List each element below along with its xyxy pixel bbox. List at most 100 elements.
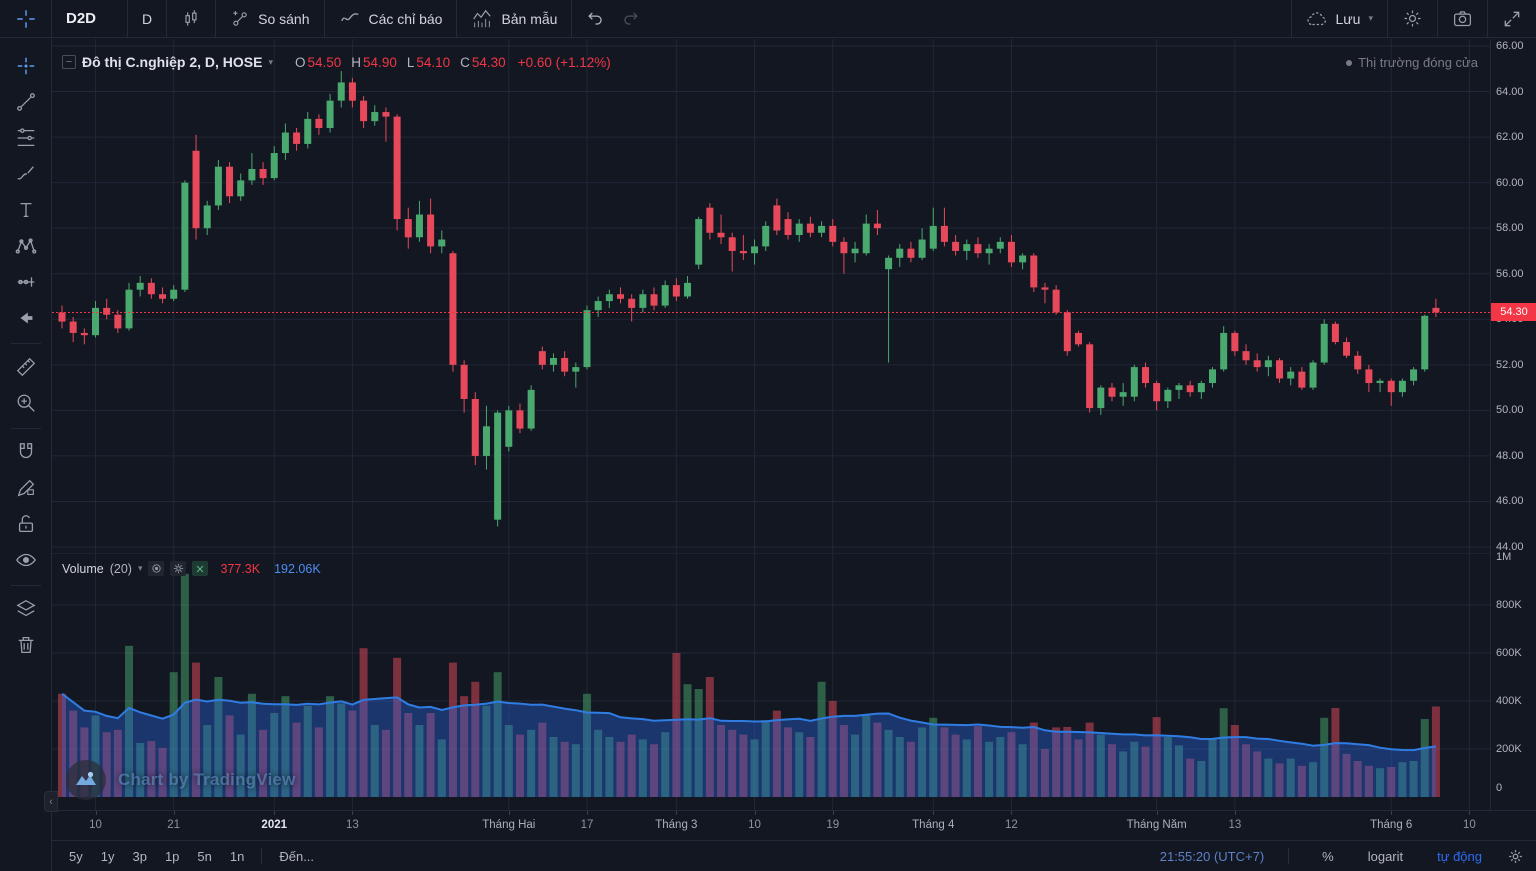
percent-scale-button[interactable]: % (1322, 848, 1334, 864)
volume-pane[interactable] (52, 553, 1490, 810)
fullscreen-button[interactable] (1487, 0, 1536, 37)
trash-button[interactable] (7, 628, 45, 662)
legend-chevron-icon[interactable]: ▾ (268, 56, 273, 67)
low-label: L (406, 54, 415, 70)
save-button[interactable]: Lưu ▾ (1290, 0, 1387, 37)
range-5y-button[interactable]: 5y (69, 848, 83, 864)
volume-label[interactable]: Volume (62, 561, 104, 576)
time-tick (508, 811, 510, 815)
layers-icon (15, 600, 36, 617)
templates-icon (471, 8, 493, 30)
volume-settings-button[interactable] (170, 561, 187, 576)
xabcd-pattern-button[interactable] (7, 229, 45, 263)
undo-button[interactable] (586, 9, 605, 28)
volume-delete-button[interactable] (192, 561, 209, 576)
volume-period: (20) (109, 561, 132, 576)
range-5n-button[interactable]: 5n (197, 848, 212, 864)
price-axis[interactable]: 66.0064.0062.0060.0058.0056.0054.0052.00… (1490, 39, 1536, 810)
price-axis-label: 50.00 (1496, 404, 1524, 417)
range-buttons: 5y 1y 3p 1p 5n 1n (52, 849, 253, 864)
trendline-icon (16, 93, 35, 111)
time-tick (1391, 811, 1393, 815)
open-label: O (294, 54, 306, 70)
time-tick (1469, 811, 1471, 815)
fib-lines-icon (17, 128, 34, 146)
undo-redo-group (572, 0, 654, 37)
price-axis-label: 46.00 (1496, 495, 1524, 508)
cloud-icon (1306, 8, 1328, 30)
redo-button[interactable] (621, 9, 640, 28)
price-axis-label: 52.00 (1496, 358, 1524, 371)
volume-hide-button[interactable] (148, 561, 165, 576)
crosshair-tool-icon (17, 57, 34, 75)
range-1n-button[interactable]: 1n (229, 848, 245, 864)
pane-collapse-button[interactable]: ‹ (44, 791, 58, 812)
time-tick (754, 811, 756, 815)
close-label: C (460, 54, 470, 70)
lock-button[interactable] (7, 507, 45, 541)
zoom-in-button[interactable] (7, 386, 45, 420)
interval-button[interactable]: D (128, 0, 168, 37)
auto-scale-button[interactable]: tự động (1437, 848, 1482, 864)
volume-legend: Volume (20) ▾ 377.3K 192.06K (62, 561, 321, 576)
crosshair-mode-button[interactable] (0, 0, 52, 37)
indicators-button[interactable]: Các chỉ báo (325, 0, 458, 37)
volume-axis-label: 1M (1496, 551, 1512, 563)
save-chevron-icon[interactable]: ▾ (1368, 13, 1373, 23)
settings-button[interactable] (1387, 0, 1437, 37)
divider (10, 343, 41, 344)
time-axis-label: 2021 (261, 819, 288, 831)
magnet-icon (19, 443, 32, 459)
time-tick (676, 811, 678, 815)
price-pane[interactable] (52, 39, 1490, 553)
time-tick (95, 811, 97, 815)
bottom-right-group: 21:55:20 (UTC+7) % logarit tự động (1160, 848, 1536, 865)
volume-axis-label: 400K (1496, 695, 1522, 707)
back-arrow-button[interactable] (7, 301, 45, 335)
volume-chevron-icon[interactable]: ▾ (137, 563, 143, 573)
draw-lock-button[interactable] (7, 471, 45, 505)
time-axis[interactable]: 10 21 2021 13 Tháng Hai 17 Tháng 3 10 19 Tháng 4 1… (52, 810, 1536, 840)
axis-settings-button[interactable] (1507, 848, 1524, 865)
candlestick-icon (181, 9, 201, 29)
clock[interactable]: 21:55:20 (UTC+7) (1159, 848, 1265, 864)
trendline-button[interactable] (7, 85, 45, 119)
symbol-button[interactable]: D2D (52, 0, 128, 37)
forecast-button[interactable] (7, 265, 45, 299)
volume-axis-label: 200K (1496, 743, 1522, 755)
price-axis-label: 60.00 (1496, 176, 1524, 189)
price-axis-label: 48.00 (1496, 449, 1524, 462)
time-axis-label: 13 (1228, 819, 1242, 831)
watermark-text: Chart by TradingView (118, 770, 296, 789)
camera-icon (1452, 8, 1473, 29)
brush-button[interactable] (7, 157, 45, 191)
text-tool-button[interactable] (7, 193, 45, 227)
legend-collapse-icon[interactable]: − (62, 55, 76, 69)
divider (261, 848, 263, 864)
market-status: Thị trường đóng cửa (1346, 55, 1478, 70)
tradingview-logo-icon[interactable] (66, 760, 106, 800)
chart-style-button[interactable] (167, 0, 217, 37)
volume-axis-label: 0 (1496, 782, 1503, 794)
crosshair-tool-button[interactable] (7, 49, 45, 83)
magnet-button[interactable] (7, 435, 45, 469)
compare-button[interactable]: So sánh (216, 0, 325, 37)
ruler-button[interactable] (7, 350, 45, 384)
range-1p-button[interactable]: 1p (164, 848, 180, 864)
eye-button[interactable] (7, 543, 45, 577)
range-3p-button[interactable]: 3p (132, 848, 147, 864)
templates-label: Bản mẫu (501, 10, 558, 27)
price-gridlines (52, 39, 1490, 553)
log-scale-button[interactable]: logarit (1367, 848, 1404, 864)
range-1y-button[interactable]: 1y (100, 848, 115, 864)
time-axis-label: 10 (89, 819, 102, 831)
legend-title[interactable]: Đô thị C.nghiệp 2, D, HOSE (82, 54, 263, 70)
topbar-right-group: Lưu ▾ (1290, 0, 1536, 37)
templates-button[interactable]: Bản mẫu (457, 0, 573, 37)
fib-lines-button[interactable] (7, 121, 45, 155)
screenshot-button[interactable] (1437, 0, 1487, 37)
layers-button[interactable] (7, 592, 45, 626)
pane-separator[interactable] (52, 553, 1490, 554)
time-axis-label: 13 (346, 819, 359, 831)
goto-date-button[interactable]: Đến... (279, 848, 315, 864)
